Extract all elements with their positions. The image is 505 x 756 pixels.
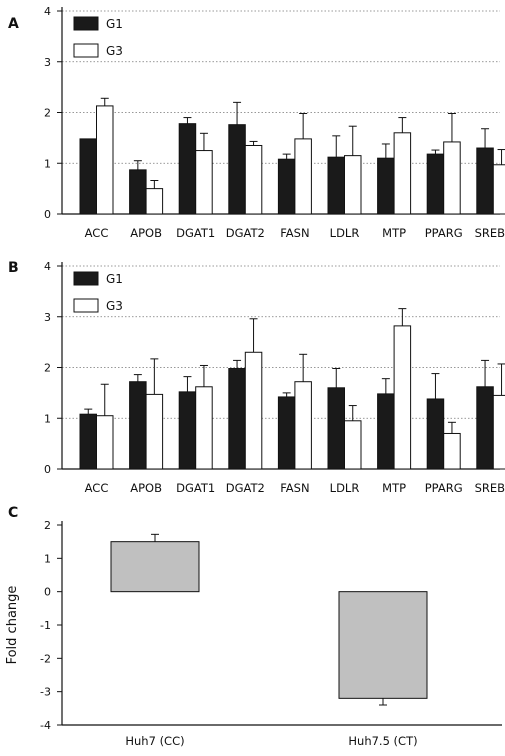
x-tick-label: LDLR (330, 226, 360, 240)
bar (244, 144, 263, 215)
y-tick-label: -1 (40, 619, 51, 632)
x-tick-label: APOB (130, 226, 162, 240)
bar (338, 591, 428, 699)
bar (195, 386, 213, 470)
bar (228, 124, 246, 215)
bar (294, 381, 312, 470)
x-tick-label: PPARG (425, 226, 463, 240)
x-tick-label: Huh7.5 (CT) (348, 734, 417, 748)
bar (145, 188, 164, 215)
y-tick-label: 3 (44, 311, 51, 324)
bar (476, 147, 494, 215)
y-tick-label: 0 (44, 208, 51, 221)
x-tick-label: APOB (130, 481, 162, 495)
y-tick-label: 0 (44, 463, 51, 476)
bar (344, 420, 362, 470)
x-tick-label: SREBP (475, 226, 505, 240)
bar (277, 396, 296, 470)
y-tick-label: -3 (40, 686, 51, 699)
y-tick-label: 4 (44, 260, 51, 273)
bar (129, 381, 147, 470)
bar (294, 138, 312, 215)
bar (277, 158, 296, 215)
panel-letter-c: C (8, 505, 18, 521)
legend-swatch (73, 16, 99, 31)
y-tick-label: -2 (40, 652, 51, 665)
y-tick-label: 0 (44, 586, 51, 599)
bar (393, 325, 412, 470)
bar (377, 157, 395, 215)
bar (195, 150, 213, 215)
bar (228, 368, 246, 470)
bar (96, 105, 114, 215)
legend-swatch (73, 43, 99, 58)
bar (178, 123, 197, 215)
legend-swatch (73, 271, 99, 286)
x-tick-label: DGAT1 (176, 481, 215, 495)
bar (244, 351, 263, 470)
x-tick-label: ACC (85, 481, 109, 495)
bar (327, 387, 345, 470)
x-tick-label: Huh7 (CC) (125, 734, 184, 748)
bar (426, 153, 445, 215)
x-tick-label: PPARG (425, 481, 463, 495)
x-tick-label: LDLR (330, 481, 360, 495)
x-tick-label: ACC (85, 226, 109, 240)
y-tick-label: -4 (40, 719, 51, 732)
bar (393, 132, 412, 215)
legend-label: G3 (106, 44, 123, 58)
y-tick-label: 1 (44, 412, 51, 425)
x-tick-label: FASN (280, 226, 309, 240)
x-tick-label: FASN (280, 481, 309, 495)
bar (178, 391, 197, 470)
legend-label: G1 (106, 272, 123, 286)
legend-label: G1 (106, 17, 123, 31)
legend-swatch (73, 298, 99, 313)
bar (79, 138, 97, 215)
bar (344, 155, 362, 215)
y-tick-label: 2 (44, 362, 51, 375)
bar (426, 398, 445, 470)
x-tick-label: SREBP (475, 481, 505, 495)
bar (476, 386, 494, 470)
x-tick-label: DGAT1 (176, 226, 215, 240)
y-tick-label: 1 (44, 157, 51, 170)
bar (129, 169, 147, 215)
bar (327, 156, 345, 215)
bar (492, 394, 505, 470)
x-tick-label: DGAT2 (226, 226, 265, 240)
bar (79, 413, 97, 470)
bar (145, 393, 164, 470)
y-tick-label: 1 (44, 552, 51, 565)
bar (492, 164, 505, 215)
y-tick-label: 2 (44, 107, 51, 120)
x-tick-label: MTP (382, 481, 406, 495)
y-tick-label: 3 (44, 56, 51, 69)
x-tick-label: DGAT2 (226, 481, 265, 495)
bar (377, 393, 395, 470)
panel-letter-a: A (8, 16, 19, 32)
x-tick-label: MTP (382, 226, 406, 240)
panel-letter-b: B (8, 260, 19, 276)
y-axis-label: Fold change (5, 586, 20, 665)
legend-label: G3 (106, 299, 123, 313)
y-tick-label: 4 (44, 5, 51, 18)
bar (110, 541, 200, 593)
bar (443, 141, 461, 215)
bar (96, 415, 114, 470)
y-tick-label: 2 (44, 519, 51, 532)
bar (443, 432, 461, 470)
